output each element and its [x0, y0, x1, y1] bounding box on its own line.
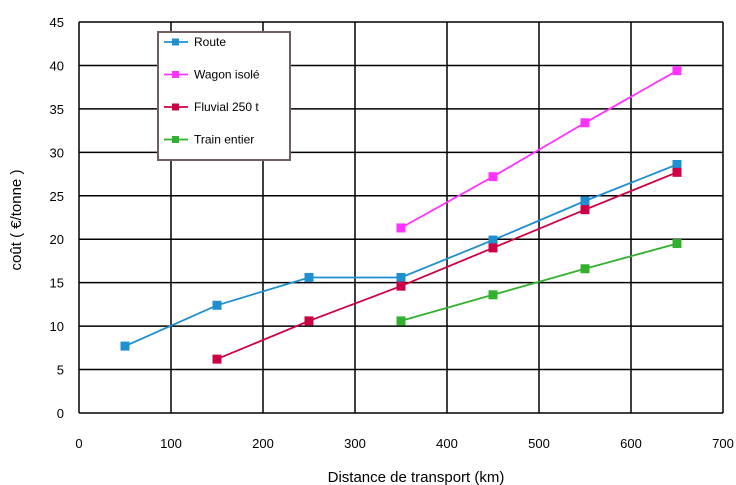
- data-point: [304, 272, 314, 282]
- y-tick-label: 15: [50, 276, 64, 291]
- legend-item: Route: [164, 35, 226, 49]
- data-point: [488, 235, 498, 245]
- x-tick-label: 400: [436, 436, 458, 451]
- series-line: [216, 171, 678, 360]
- data-point: [580, 264, 590, 274]
- legend-marker: [172, 38, 179, 46]
- x-tick-label: 0: [75, 436, 82, 451]
- x-tick-label: 100: [160, 436, 182, 451]
- y-tick-label: 40: [50, 58, 64, 73]
- series-0: [120, 159, 682, 351]
- series-3: [396, 239, 682, 326]
- legend-item: Wagon isolé: [164, 68, 260, 82]
- y-axis-label: coût ( €/tonne ): [8, 170, 25, 271]
- series-line: [400, 242, 678, 322]
- series-1: [396, 66, 682, 233]
- y-tick-label: 45: [50, 15, 64, 30]
- x-tick-label: 600: [620, 436, 642, 451]
- legend-label: Train entier: [194, 133, 254, 147]
- data-point: [120, 341, 130, 351]
- data-point: [396, 316, 406, 326]
- legend-label: Route: [194, 35, 226, 49]
- x-tick-labels: 0 100 200 300 400 500 600 700: [75, 436, 733, 451]
- data-point: [672, 159, 682, 169]
- series-layer: [120, 66, 682, 364]
- data-point: [672, 239, 682, 249]
- y-tick-label: 35: [50, 102, 64, 117]
- data-point: [672, 167, 682, 177]
- grid: [78, 21, 724, 414]
- y-tick-label: 5: [57, 363, 64, 378]
- legend-item: Train entier: [164, 133, 254, 147]
- y-tick-label: 25: [50, 189, 64, 204]
- x-tick-label: 300: [344, 436, 366, 451]
- x-tick-label: 200: [252, 436, 274, 451]
- legend-label: Wagon isolé: [194, 68, 260, 82]
- x-tick-label: 700: [712, 436, 734, 451]
- data-point: [488, 290, 498, 300]
- y-tick-labels: 0 5 10 15 20 25 30 35 40 45: [50, 15, 64, 421]
- data-point: [212, 354, 222, 364]
- y-tick-label: 20: [50, 232, 64, 247]
- data-point: [672, 66, 682, 76]
- legend-label: Fluvial 250 t: [194, 100, 259, 114]
- data-point: [396, 272, 406, 282]
- y-tick-label: 0: [57, 406, 64, 421]
- legend-item: Fluvial 250 t: [164, 100, 259, 114]
- data-point: [212, 300, 222, 310]
- x-axis-label: Distance de transport (km): [328, 469, 505, 485]
- series-line: [400, 69, 678, 229]
- data-point: [396, 223, 406, 233]
- data-point: [580, 205, 590, 215]
- y-tick-label: 10: [50, 319, 64, 334]
- data-point: [304, 316, 314, 326]
- legend-marker: [172, 136, 179, 143]
- legend-marker: [172, 103, 179, 111]
- data-point: [488, 243, 498, 253]
- data-point: [396, 281, 406, 291]
- data-point: [580, 196, 590, 206]
- legend-marker: [172, 71, 179, 78]
- y-tick-label: 30: [50, 145, 64, 160]
- data-point: [488, 172, 498, 182]
- x-tick-label: 500: [528, 436, 550, 451]
- data-point: [580, 118, 590, 128]
- series-2: [212, 167, 682, 364]
- legend: Route Wagon isolé Fluvial 250 t Train entie…: [157, 31, 291, 161]
